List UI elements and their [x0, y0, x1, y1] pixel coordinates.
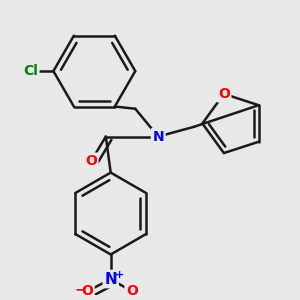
- Text: O: O: [81, 284, 93, 298]
- Text: −: −: [74, 283, 86, 297]
- Text: N: N: [152, 130, 164, 144]
- Text: +: +: [115, 270, 124, 280]
- Text: O: O: [126, 284, 138, 298]
- Text: N: N: [104, 272, 117, 286]
- Text: O: O: [85, 154, 97, 168]
- Text: Cl: Cl: [23, 64, 38, 78]
- Text: O: O: [218, 87, 230, 101]
